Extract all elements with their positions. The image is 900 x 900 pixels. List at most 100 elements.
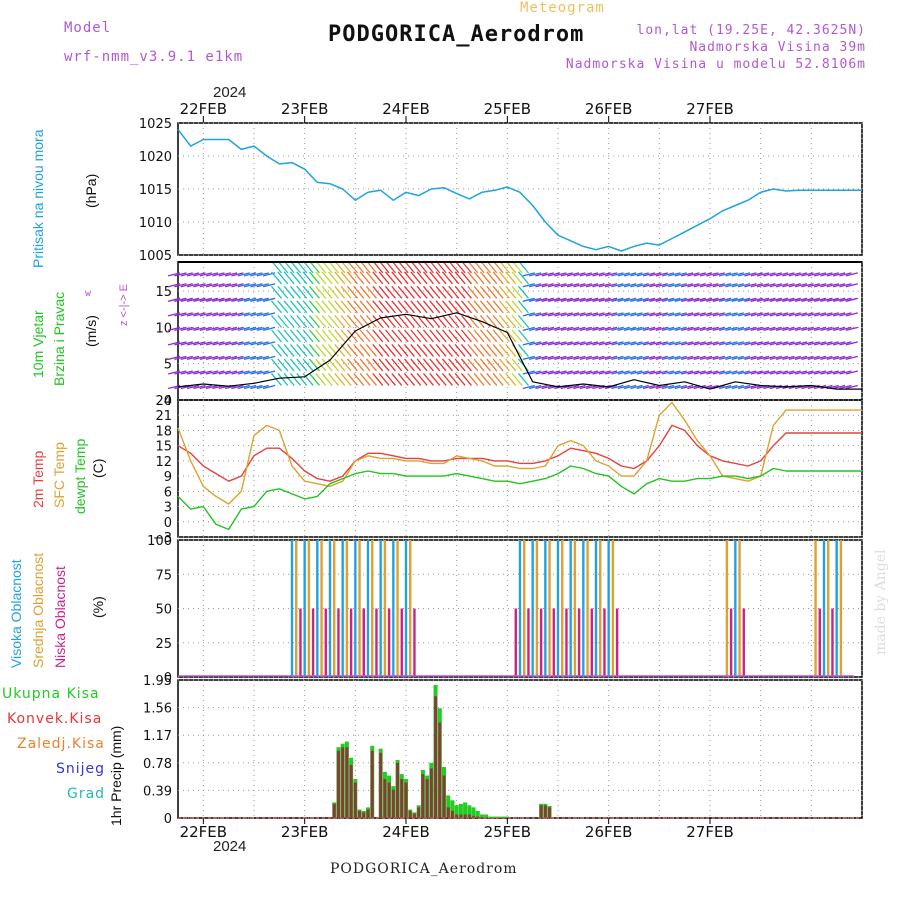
wind-barb xyxy=(277,314,289,328)
cloud-bar xyxy=(404,540,408,677)
wind-barb xyxy=(435,271,447,285)
wind-barb xyxy=(359,271,371,285)
wind-barb xyxy=(186,341,200,346)
wind-barb xyxy=(731,355,744,361)
wind-barb xyxy=(511,329,523,343)
wind-barb xyxy=(384,358,396,372)
wind-barb xyxy=(224,370,238,375)
wind-barb xyxy=(763,283,776,288)
wind-barb xyxy=(486,285,498,299)
wind-barb xyxy=(668,312,681,317)
wind-barb xyxy=(744,384,757,390)
wind-barb xyxy=(448,358,460,372)
wind-barb xyxy=(737,272,751,277)
cloud-bar xyxy=(552,608,555,677)
wind-barb xyxy=(346,373,358,386)
wind-barb xyxy=(807,370,820,375)
precip-convective-bar xyxy=(438,722,442,818)
wind-barb xyxy=(174,355,187,361)
wind-barb xyxy=(655,272,668,277)
wind-barb xyxy=(237,283,250,288)
cloud-bar xyxy=(539,608,543,677)
wind-barb xyxy=(794,326,808,331)
wind-barb xyxy=(801,355,814,361)
cloud-bar xyxy=(299,608,302,677)
wind-barb xyxy=(422,358,434,372)
wind-barb xyxy=(334,314,346,328)
wind-barb xyxy=(180,312,193,317)
wind-barb xyxy=(289,358,301,372)
wind-barb xyxy=(441,271,453,285)
wind-barb xyxy=(579,370,592,375)
wind-barb xyxy=(554,297,567,302)
wind-barb xyxy=(262,297,276,302)
wind-barb xyxy=(788,283,801,288)
wind-barb xyxy=(794,341,808,346)
wind-barb xyxy=(623,384,637,390)
wind-barb xyxy=(517,344,529,357)
elevation-label: Nadmorska Visina 39m xyxy=(689,40,866,55)
wind-barb xyxy=(397,344,409,357)
cloud-bar xyxy=(569,540,572,677)
wind-barb xyxy=(429,314,441,328)
wind-barb xyxy=(473,329,485,343)
wind-barb xyxy=(668,326,681,331)
wind-barb xyxy=(636,341,649,346)
wind-barb xyxy=(522,384,535,390)
precip-total-bar xyxy=(446,795,451,818)
wind-barb xyxy=(193,297,206,302)
wind-barb xyxy=(460,358,472,372)
wind-barb xyxy=(492,300,504,314)
wind-barb xyxy=(199,283,212,288)
wind-barb xyxy=(731,341,744,346)
wind-barb xyxy=(384,373,396,386)
wind-barb xyxy=(630,312,643,317)
wind-barb xyxy=(250,326,263,331)
wind-barb xyxy=(655,326,668,331)
wind-barb xyxy=(813,355,827,361)
wind-barb xyxy=(231,384,244,390)
wind-barb xyxy=(750,326,763,331)
precip-total-bar xyxy=(480,814,484,818)
wind-barb xyxy=(801,297,814,302)
wind-barb xyxy=(718,312,732,317)
precip-convective-bar xyxy=(455,814,459,818)
wind-barb xyxy=(832,272,846,277)
wind-barb xyxy=(359,285,371,299)
wind-barb xyxy=(592,312,605,317)
wind-barb xyxy=(250,312,263,317)
wind-barb xyxy=(321,344,333,357)
wind-barb xyxy=(243,283,257,288)
wind-barb xyxy=(826,297,839,302)
wind-barb xyxy=(353,344,365,357)
wind-barb xyxy=(649,370,662,375)
precip-convective-bar xyxy=(332,803,336,818)
wind-barb xyxy=(674,355,687,361)
wind-barb xyxy=(454,271,466,285)
wind-barb xyxy=(372,373,384,386)
wind-barb xyxy=(535,370,548,375)
temperature-ytick-label: 15 xyxy=(155,440,172,455)
wind-barb xyxy=(315,344,327,357)
cloud-bar xyxy=(590,608,593,677)
wind-barb xyxy=(617,312,630,317)
wind-barb xyxy=(706,370,719,375)
wind-barb xyxy=(277,373,289,386)
wind-barb xyxy=(410,373,422,386)
wind-barb xyxy=(243,297,257,302)
wind-barb xyxy=(687,312,700,317)
cloud-bar xyxy=(725,540,729,677)
wind-barb xyxy=(334,373,346,386)
precip-convective-bar xyxy=(391,789,395,818)
cloud-bar xyxy=(599,540,602,677)
wind-barb xyxy=(554,283,567,288)
wind-barb xyxy=(237,272,250,277)
wind-barb xyxy=(410,300,422,314)
wind-barb xyxy=(315,358,327,372)
wind-barb xyxy=(794,283,808,288)
wind-barb xyxy=(725,312,738,317)
cloud-bars xyxy=(290,540,843,677)
wind-barb xyxy=(693,384,706,390)
wind-barb xyxy=(769,312,782,317)
wind-barb xyxy=(243,370,257,375)
